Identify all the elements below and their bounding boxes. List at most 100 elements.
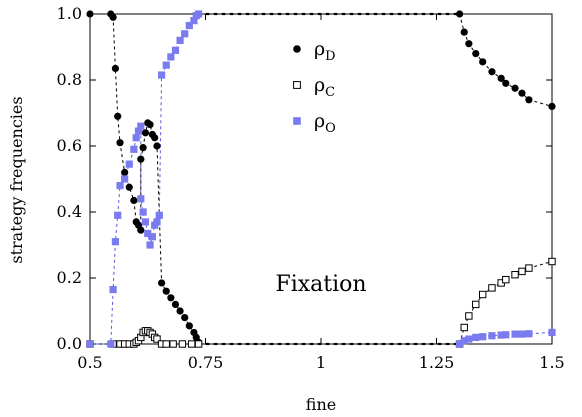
fixation-annotation: Fixation bbox=[275, 272, 366, 297]
rho_O-point bbox=[158, 71, 166, 79]
legend-label-rho_D: ρD bbox=[314, 38, 336, 64]
rho_O-point bbox=[139, 208, 147, 216]
rho_D-point bbox=[488, 68, 496, 76]
rho_O-point bbox=[86, 340, 94, 348]
rho_D-point bbox=[502, 79, 510, 87]
rho_D-point bbox=[141, 129, 150, 137]
rho_O-point bbox=[130, 145, 138, 153]
rho_D-point bbox=[137, 226, 145, 234]
rho_C-point bbox=[511, 271, 519, 279]
rho_D-point bbox=[518, 89, 526, 97]
rho_C-point bbox=[178, 340, 187, 348]
rho_D-point bbox=[151, 134, 159, 142]
rho_D-point bbox=[497, 74, 505, 82]
legend-label-rho_O: ρO bbox=[314, 110, 336, 136]
rho_O-point bbox=[525, 330, 533, 338]
x-axis: 0.5 0.75 1 1.25 1.5 bbox=[77, 14, 565, 372]
rho_C-point bbox=[525, 264, 533, 272]
rho_C-point bbox=[465, 312, 473, 320]
rho_D-point bbox=[139, 144, 147, 152]
rho_D-point bbox=[171, 300, 180, 308]
rho_O-point bbox=[111, 238, 120, 246]
rho_O-point bbox=[194, 10, 203, 18]
rho_O-point bbox=[176, 36, 184, 44]
x-tick-label: 0.5 bbox=[77, 353, 102, 372]
y-tick-label: 0.4 bbox=[57, 202, 82, 221]
y-tick-label: 0.6 bbox=[57, 136, 82, 155]
rho_C-point bbox=[472, 300, 480, 309]
rho_O-point bbox=[134, 127, 143, 135]
rho_D-point bbox=[86, 10, 94, 18]
rho_O-point bbox=[518, 330, 526, 338]
x-axis-label: fine bbox=[306, 395, 336, 414]
legend-symbol: ρ bbox=[314, 38, 325, 60]
rho_D-point bbox=[511, 84, 519, 92]
legend-subscript: D bbox=[325, 49, 335, 64]
rho_O-point bbox=[132, 134, 140, 142]
rho_D-point bbox=[465, 40, 473, 48]
rho_D-point bbox=[548, 102, 556, 110]
rho_D-tail-line bbox=[459, 13, 553, 107]
series-markers bbox=[86, 10, 556, 348]
rho_D-point bbox=[456, 10, 464, 18]
rho_O-point bbox=[511, 330, 519, 338]
rho_O-point bbox=[107, 340, 115, 348]
rho_D-point bbox=[472, 50, 480, 58]
rho_O-point bbox=[146, 241, 154, 249]
rho_C-point bbox=[194, 340, 203, 348]
legend-marker-rho_C bbox=[293, 81, 301, 89]
y-axis: 0.0 0.2 0.4 0.6 0.8 1.0 bbox=[57, 4, 552, 353]
rho_D-point bbox=[460, 28, 468, 36]
y-tick-label: 0.8 bbox=[57, 70, 82, 89]
rho_D-point bbox=[181, 314, 189, 322]
rho_O-point bbox=[497, 331, 505, 339]
legend-subscript: C bbox=[325, 85, 335, 100]
rho_O-point bbox=[479, 333, 487, 341]
rho_O-point bbox=[155, 211, 163, 219]
rho_O-point bbox=[137, 195, 145, 203]
legend-marker-rho_D bbox=[293, 45, 301, 53]
rho_O-point bbox=[465, 335, 473, 343]
rho_O-point bbox=[116, 182, 124, 190]
rho_O-point bbox=[141, 218, 150, 226]
rho_O-tail-line bbox=[459, 331, 553, 345]
rho_C-point bbox=[548, 257, 556, 266]
rho_O-point bbox=[148, 233, 156, 241]
rho_O-point bbox=[114, 211, 122, 219]
rho_O-point bbox=[144, 229, 152, 238]
rho_D-point bbox=[158, 279, 166, 287]
rho_O-line bbox=[90, 13, 199, 345]
rho_D-point bbox=[114, 112, 122, 120]
x-tick-label: 1.25 bbox=[419, 353, 455, 372]
rho_D-point bbox=[167, 294, 175, 302]
rho_D-point bbox=[153, 142, 161, 150]
rho_D-point bbox=[111, 64, 120, 73]
rho_C-point bbox=[502, 275, 510, 284]
x-tick-label: 0.75 bbox=[188, 353, 224, 372]
rho_C-point bbox=[488, 284, 496, 292]
rho_O-point bbox=[137, 122, 145, 130]
x-tick-label: 1 bbox=[316, 353, 326, 372]
rho_D-point bbox=[162, 287, 170, 295]
rho_C-point bbox=[187, 340, 196, 348]
rho_D-point bbox=[146, 120, 154, 129]
rho_D-point bbox=[137, 155, 145, 163]
rho_C-point bbox=[460, 323, 468, 332]
rho_D-point bbox=[109, 13, 117, 21]
rho_C-point bbox=[479, 290, 487, 299]
rho_D-point bbox=[479, 58, 487, 66]
rho_O-point bbox=[153, 218, 161, 226]
rho_C-point bbox=[169, 340, 177, 348]
rho_O-point bbox=[125, 160, 133, 168]
rho_C-point bbox=[518, 267, 526, 276]
y-axis-label: strategy frequencies bbox=[7, 96, 26, 263]
legend-label-rho_C: ρC bbox=[314, 74, 335, 100]
y-tick-label: 1.0 bbox=[57, 4, 82, 23]
rho_O-point bbox=[171, 46, 180, 54]
rho_O-point bbox=[488, 332, 496, 340]
rho_O-point bbox=[167, 53, 175, 61]
y-tick-label: 0.2 bbox=[57, 268, 82, 287]
legend-marker-rho_O bbox=[293, 117, 301, 125]
